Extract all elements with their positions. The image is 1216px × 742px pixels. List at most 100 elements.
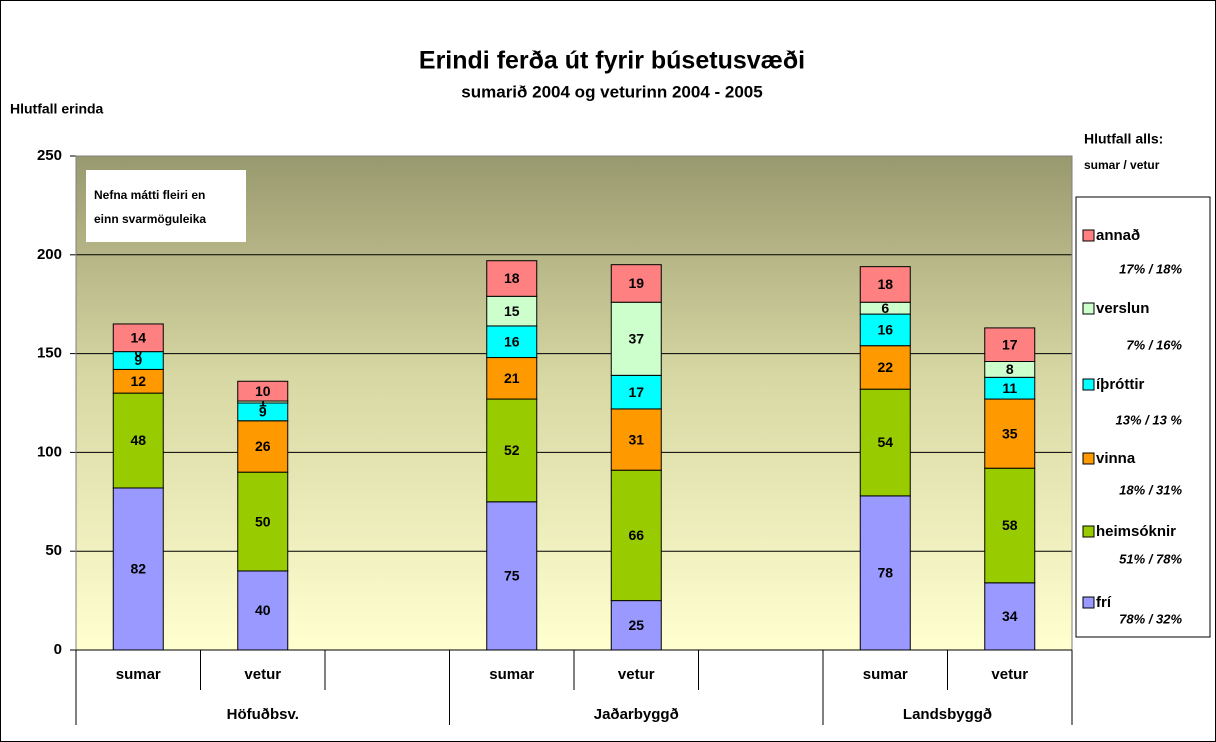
bar-segment — [859, 495, 911, 651]
value-label: 35 — [1002, 425, 1018, 441]
legend-label: heimsóknir — [1096, 523, 1176, 540]
value-label: 19 — [628, 275, 644, 291]
bar-segment — [237, 420, 289, 473]
value-label: 50 — [255, 513, 271, 529]
x-tick-label: sumar — [116, 666, 161, 683]
bar-segment — [486, 295, 538, 327]
group-label: Landsbyggð — [903, 706, 992, 723]
chart-title: Erindi ferða út fyrir búsetusvæði — [419, 47, 805, 75]
value-label: 26 — [255, 438, 271, 454]
value-label: 16 — [877, 322, 893, 338]
x-tick-label: sumar — [489, 666, 534, 683]
y-tick-label: 100 — [37, 443, 62, 460]
legend-swatch — [1082, 525, 1095, 538]
annotation-box — [86, 170, 246, 242]
legend-note: 13% / 13 % — [1116, 412, 1183, 427]
value-label: 78 — [877, 565, 893, 581]
x-tick-label: vetur — [244, 666, 281, 683]
bar-segment — [237, 471, 289, 572]
value-label: 21 — [504, 370, 520, 386]
y-tick-label: 150 — [37, 345, 62, 362]
legend-note: 7% / 16% — [1126, 337, 1182, 352]
value-label: 54 — [877, 434, 893, 450]
value-label: 12 — [130, 373, 146, 389]
bar-segment — [859, 266, 911, 303]
bar-segment — [112, 487, 164, 651]
bar-segment — [984, 327, 1036, 363]
legend-note: 17% / 18% — [1119, 261, 1182, 276]
value-label: 6 — [881, 300, 889, 316]
bar-segment — [984, 398, 1036, 469]
bar-segment — [486, 357, 538, 400]
value-label: 58 — [1002, 517, 1018, 533]
legend-note: 18% / 31% — [1119, 482, 1182, 497]
value-label: 16 — [504, 333, 520, 349]
value-label: 14 — [130, 329, 146, 345]
value-label: 37 — [628, 330, 644, 346]
value-label: 9 — [134, 352, 142, 368]
legend-label: frí — [1096, 594, 1112, 611]
value-label: 10 — [255, 383, 271, 399]
value-label: 17 — [628, 384, 644, 400]
bar-segment — [610, 600, 662, 651]
legend-title: sumar / vetur — [1084, 158, 1160, 172]
bar-segment — [610, 469, 662, 602]
value-label: 15 — [504, 303, 520, 319]
bar-segment — [486, 398, 538, 503]
legend-label: vinna — [1096, 450, 1136, 467]
y-tick-label: 50 — [45, 542, 62, 559]
legend-swatch — [1082, 596, 1095, 609]
bar-segment — [610, 301, 662, 376]
value-label: 75 — [504, 568, 520, 584]
group-label: Jaðarbyggð — [594, 706, 679, 723]
x-tick-label: sumar — [863, 666, 908, 683]
bar-segment — [610, 264, 662, 303]
value-label: 31 — [628, 431, 644, 447]
value-label: 25 — [628, 617, 644, 633]
y-axis-label: Hlutfall erinda — [10, 101, 104, 117]
legend-swatch — [1082, 302, 1095, 315]
annotation: einn svarmöguleika — [94, 212, 206, 226]
value-label: 82 — [130, 561, 146, 577]
legend-label: verslun — [1096, 300, 1149, 317]
legend-swatch — [1082, 229, 1095, 242]
legend-label: íþróttir — [1096, 376, 1144, 393]
bar-segment — [610, 374, 662, 410]
legend-swatch — [1082, 452, 1095, 465]
value-label: 40 — [255, 602, 271, 618]
value-label: 9 — [259, 404, 267, 420]
value-label: 17 — [1002, 336, 1018, 352]
value-label: 8 — [1006, 361, 1014, 377]
bar-segment — [237, 380, 289, 402]
legend-box — [1075, 196, 1211, 638]
legend-swatch — [1082, 378, 1095, 391]
x-tick-label: vetur — [618, 666, 655, 683]
y-tick-label: 250 — [37, 147, 62, 164]
group-label: Höfuðbsv. — [227, 706, 299, 723]
value-label: 11 — [1002, 380, 1017, 396]
value-label: 52 — [504, 442, 520, 458]
chart-subtitle: sumarið 2004 og veturinn 2004 - 2005 — [461, 82, 762, 101]
value-label: 34 — [1002, 608, 1018, 624]
legend-title: Hlutfall alls: — [1084, 131, 1163, 147]
legend-note: 51% / 78% — [1119, 551, 1182, 566]
annotation: Nefna mátti fleiri en — [94, 188, 205, 202]
value-label: 66 — [628, 527, 644, 543]
value-label: 22 — [877, 359, 893, 375]
value-label: 18 — [504, 270, 520, 286]
value-label: 1 — [259, 394, 267, 410]
legend-note: 78% / 32% — [1119, 611, 1182, 626]
bar-segment — [859, 313, 911, 347]
bar-segment — [486, 260, 538, 297]
value-label: 18 — [877, 276, 893, 292]
bar-segment — [112, 392, 164, 489]
legend-label: annað — [1096, 227, 1140, 244]
bar-segment — [859, 345, 911, 390]
y-tick-label: 0 — [54, 641, 62, 658]
bar-segment — [112, 323, 164, 353]
x-tick-label: vetur — [991, 666, 1028, 683]
bar-segment — [486, 325, 538, 359]
value-label: 48 — [130, 432, 146, 448]
bar-segment — [610, 408, 662, 471]
